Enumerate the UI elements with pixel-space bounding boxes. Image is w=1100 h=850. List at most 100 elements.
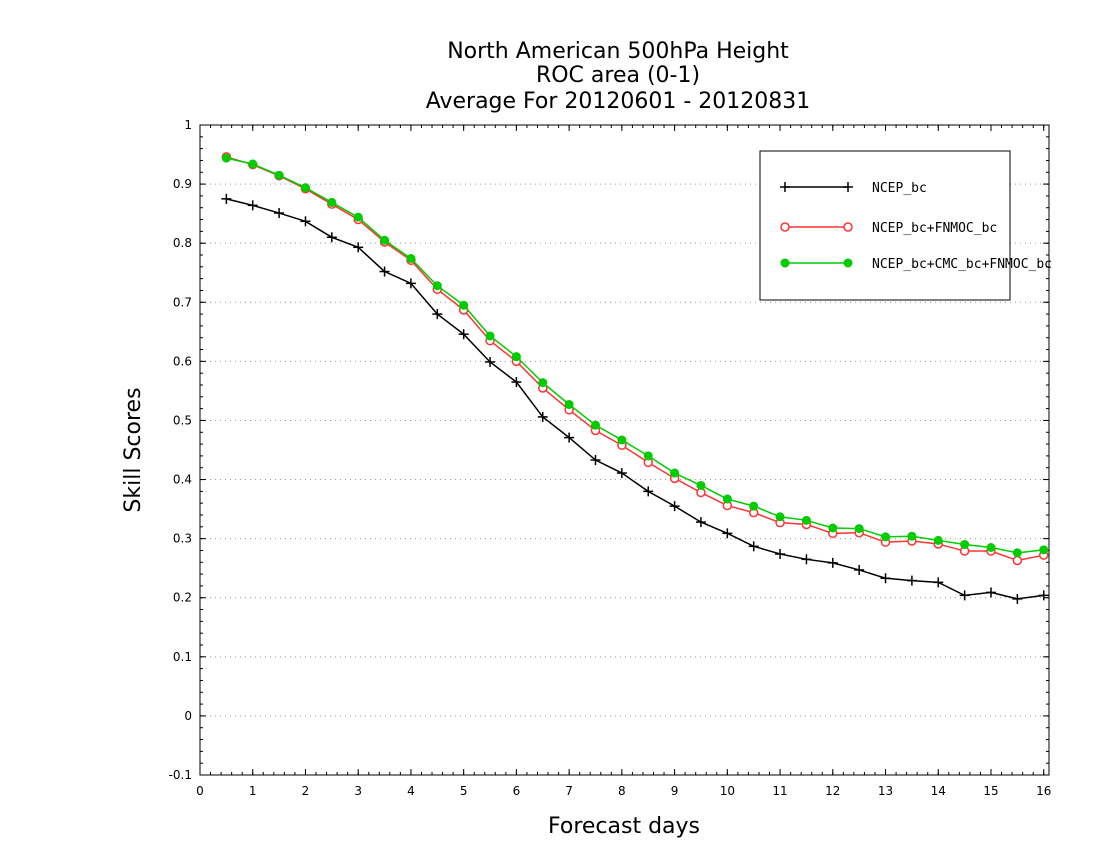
data-point [511,352,521,362]
x-tick-label: 1 [249,784,257,798]
data-point [616,468,627,479]
chart-legend: NCEP_bc NCEP_bc+FNMOC_bc NCEP_bc+CMC_bc+FN… [759,150,1052,301]
data-point [380,235,390,245]
x-tick-label: 8 [618,784,626,798]
data-point [300,216,311,227]
data-point [590,455,601,466]
x-tick-label: 2 [302,784,310,798]
data-point [432,309,443,320]
data-point [801,515,811,525]
y-tick-label: 1 [184,118,192,132]
y-tick-label: 0.6 [173,354,192,368]
data-point [221,193,232,204]
data-point [1038,590,1049,601]
x-tick-label: 13 [878,784,893,798]
data-point [827,557,838,568]
x-tick-label: 3 [354,784,362,798]
y-tick-label: 0.3 [173,532,192,546]
data-point [221,153,231,163]
data-point [353,242,364,253]
series-0 [221,193,1049,604]
data-point [406,254,416,264]
y-tick-label: 0 [184,709,192,723]
data-point [854,564,865,575]
y-tick-label: 0.4 [173,473,192,487]
y-tick-label: 0.2 [173,591,192,605]
data-point [326,232,337,243]
data-point [538,378,548,388]
legend-label: NCEP_bc [872,181,927,196]
data-point [1039,545,1049,555]
x-tick-label: 6 [513,784,521,798]
x-axis-label: Forecast days [548,814,700,839]
data-point [801,554,812,565]
x-tick-label: 12 [825,784,840,798]
data-point [722,528,733,539]
legend-item-1: NCEP_bc+FNMOC_bc [780,221,997,236]
data-point [1012,593,1023,604]
data-point [985,587,996,598]
data-point [617,435,627,445]
data-point [669,501,680,512]
data-point [748,541,759,552]
data-point [881,532,891,542]
legend-marker [843,222,853,232]
legend-label: NCEP_bc+CMC_bc+FNMOC_bc [872,257,1052,272]
series-lines [221,152,1049,604]
data-point [353,212,363,222]
data-point [775,512,785,522]
y-tick-label: 0.5 [173,413,192,427]
data-point [564,432,575,443]
legend-label: NCEP_bc+FNMOC_bc [872,221,997,236]
data-point [722,494,732,504]
x-tick-label: 4 [407,784,415,798]
data-point [643,451,653,461]
legend-item-0: NCEP_bc [780,181,927,196]
y-tick-label: 0.8 [173,236,192,250]
axis-ticks: -0.100.10.20.30.40.50.60.70.80.910 1 2 3 4 5 6… [169,118,1052,798]
data-point [459,300,469,310]
data-point [300,183,310,193]
legend-marker [780,222,790,232]
data-point [880,573,891,584]
data-point [933,577,944,588]
data-point [379,266,390,277]
legend-marker [843,182,853,192]
data-point [327,197,337,207]
data-point [695,517,706,528]
legend-marker [780,258,790,268]
x-tick-label: 16 [1036,784,1051,798]
data-point [906,575,917,586]
y-axis-label: Skill Scores [121,387,146,512]
plot-frame [199,124,1050,776]
data-point [959,590,970,601]
data-point [749,501,759,511]
data-point [485,356,496,367]
data-point [960,540,970,550]
legend-item-2: NCEP_bc+CMC_bc+FNMOC_bc [780,257,1052,272]
data-point [933,535,943,545]
data-point [986,543,996,552]
data-point [485,331,495,341]
data-point [1012,555,1023,566]
data-point [458,329,469,340]
data-point [590,420,600,430]
x-tick-label: 7 [565,784,573,798]
data-point [247,200,258,211]
data-point [828,523,838,533]
x-tick-label: 9 [671,784,679,798]
data-point [907,531,917,541]
chart-title-line-1: North American 500hPa Height [447,39,789,64]
x-tick-label: 14 [931,784,946,798]
x-tick-label: 0 [196,784,204,798]
data-point [248,159,258,169]
chart-title-line-3: Average For 20120601 - 20120831 [426,89,811,114]
y-tick-label: 0.1 [173,650,192,664]
y-tick-label: 0.9 [173,177,192,191]
legend-marker [780,182,790,192]
series-2 [221,153,1049,558]
data-point [775,549,786,559]
x-tick-label: 11 [772,784,787,798]
legend-marker [843,258,853,268]
